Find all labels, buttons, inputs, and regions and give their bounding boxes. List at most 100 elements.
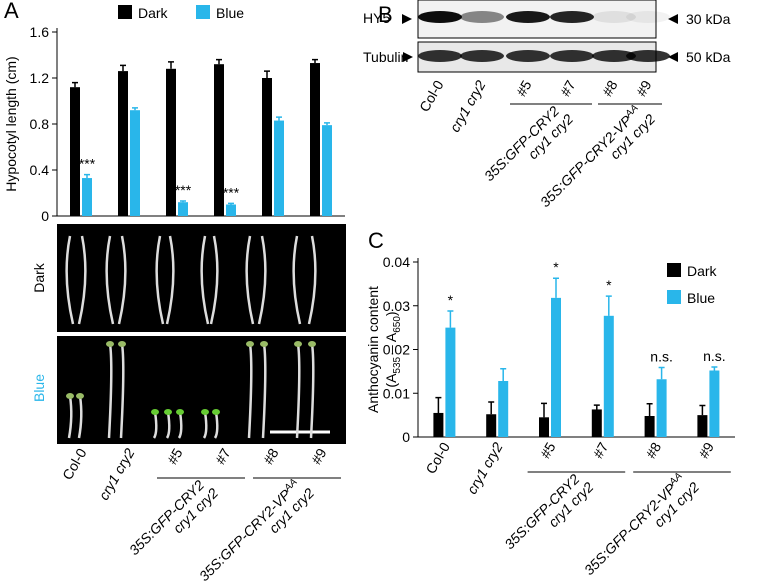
bar [709,370,720,437]
bar [226,204,236,216]
bar [433,412,444,437]
error-bar [646,403,653,416]
blot-band [460,50,504,62]
cotyledon [76,393,84,399]
error-bar [711,366,718,371]
legend-swatch [196,5,210,19]
error-bar [216,58,222,65]
lane-label: #9 [695,439,717,461]
bar [697,415,708,437]
cotyledon [294,341,302,347]
cotyledon [118,341,126,347]
y-tick-label: 0.02 [383,342,410,358]
bar [656,379,667,437]
error-bar [435,396,442,413]
annotation: *** [79,156,96,172]
lane-label: #9 [308,445,330,467]
error-bar [312,58,318,64]
lane-label: #5 [164,445,186,467]
bar [644,416,655,437]
legend-swatch [118,5,132,19]
cotyledon [106,341,114,347]
seedling [213,411,219,439]
error-bar [500,368,507,381]
blot-size: 30 kDa [686,11,731,27]
arrow [402,14,412,24]
bar [262,78,272,216]
seedling [307,235,317,325]
bar [498,381,509,437]
y-tick-label: 1.6 [30,24,50,40]
lane-label: #9 [633,77,655,99]
photo-blue [57,336,346,444]
error-bar [132,107,138,111]
bar [130,110,140,216]
legend-swatch [667,290,681,304]
seedling [295,343,301,439]
seedling [177,411,183,439]
bar [82,178,92,216]
seedling [309,343,315,439]
annotation: n.s. [703,348,726,364]
y-axis-label-part: 535 [392,356,403,373]
error-bar [228,202,234,205]
blot-size: 50 kDa [686,49,731,65]
legend-swatch [667,263,681,277]
cotyledon [66,393,74,399]
seedling [292,235,302,325]
legend-label: Dark [687,263,718,279]
error-bar [593,404,600,410]
annotation: * [606,277,612,293]
blot-band [626,50,670,62]
lane-label: #7 [557,77,579,99]
lane-label: #5 [537,439,559,461]
y-tick-label: 0 [41,208,49,224]
y-tick-label: 0.8 [30,116,50,132]
seedling [200,235,210,325]
bar [310,63,320,216]
y-tick-label: 1.2 [30,70,50,86]
panel-label: A [4,0,19,23]
blot-band [418,11,462,23]
blot-band [460,11,504,23]
cotyledon [212,409,220,415]
arrow [668,14,678,24]
y-tick-label: 0.4 [30,162,50,178]
seedling [77,235,87,325]
seedling [155,235,165,325]
lane-label: #8 [260,445,282,467]
lane-label: #5 [513,77,535,99]
arrow [403,52,413,62]
lane-label: #8 [599,77,621,99]
seedling [65,235,75,325]
cotyledon [201,409,209,415]
y-tick-label: 0.01 [383,385,410,401]
panel-label: C [368,228,384,253]
error-bar [120,64,126,72]
annotation: * [553,259,559,275]
seedling [152,411,158,439]
cotyledon [164,409,172,415]
y-axis-label: Hypocotyl length (cm) [3,56,19,191]
blot-band [550,50,594,62]
panel-label: B [378,2,393,27]
seedling [202,411,208,439]
seedling [67,395,73,439]
bar [274,120,284,216]
photo-label: Blue [31,374,47,402]
error-bar [541,402,547,418]
group-label: 35S:GFP-CRY2-VPAA [581,471,689,579]
legend-label: Blue [216,5,244,21]
y-axis-label-part: 650 [392,316,403,333]
lane-label: Col-0 [59,445,90,482]
bar [178,202,188,216]
bar [486,414,497,437]
seedling [209,235,219,325]
photo-label: Dark [31,262,47,293]
blot-band [506,50,550,62]
cotyledon [260,341,268,347]
blot-row-label: HY5 [363,10,390,26]
cotyledon [151,409,159,415]
group-label-text: 35S:GFP-CRY2-VP [581,480,679,578]
